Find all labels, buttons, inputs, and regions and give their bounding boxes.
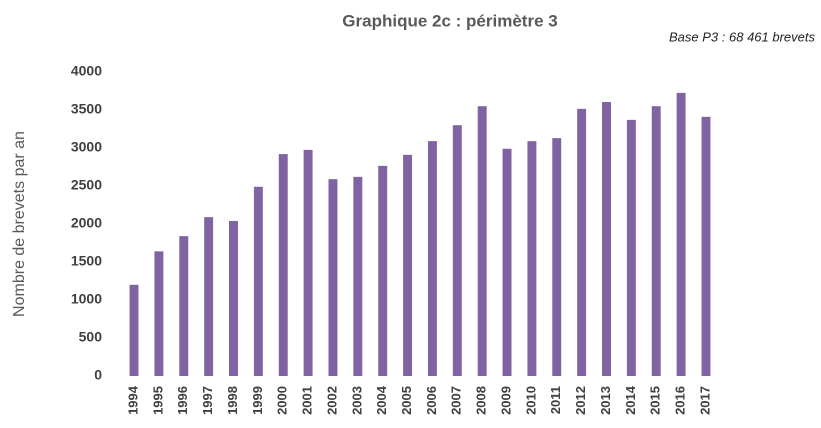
- y-axis-label: Nombre de brevets par an: [11, 131, 28, 317]
- bar: [452, 125, 462, 376]
- bar: [602, 102, 611, 377]
- y-tick-label: 1500: [71, 253, 102, 269]
- bar: [626, 119, 636, 376]
- annotation: Base P3 : 68 461 brevets: [669, 29, 815, 44]
- x-tick-label: 2014: [623, 385, 638, 415]
- x-tick-label: 2015: [648, 386, 663, 415]
- bar: [378, 165, 388, 376]
- bar: [353, 176, 363, 376]
- x-tick-label: 1998: [225, 386, 240, 415]
- bar: [278, 154, 288, 376]
- bar: [701, 116, 711, 376]
- bar: [253, 186, 263, 376]
- x-tick-label: 2007: [449, 386, 464, 415]
- y-tick-label: 2000: [71, 215, 102, 231]
- x-tick-label: 1994: [125, 385, 140, 415]
- bar: [477, 106, 487, 376]
- bar: [527, 141, 537, 376]
- y-tick-label: 500: [79, 329, 103, 345]
- y-tick-label: 1000: [71, 291, 102, 307]
- x-tick-label: 1995: [150, 386, 165, 415]
- bar: [427, 141, 437, 376]
- x-tick-label: 2004: [374, 385, 389, 415]
- x-tick-label: 2008: [474, 386, 489, 415]
- x-tick-label: 1999: [250, 386, 265, 415]
- bar: [577, 108, 587, 377]
- bar: [651, 106, 661, 376]
- bar: [502, 148, 512, 376]
- bar: [179, 236, 189, 376]
- x-tick-label: 2010: [523, 386, 538, 415]
- x-tick-label: 2013: [598, 386, 613, 415]
- bar: [328, 179, 338, 376]
- y-tick-label: 3500: [71, 101, 102, 117]
- y-tick-label: 4000: [71, 63, 102, 79]
- x-tick-label: 1996: [175, 386, 190, 415]
- x-tick-label: 2017: [697, 386, 712, 415]
- x-tick-label: 2011: [548, 386, 563, 414]
- chart-title: Graphique 2c : périmètre 3: [342, 11, 557, 30]
- bar: [303, 149, 313, 376]
- x-tick-label: 1997: [200, 386, 215, 415]
- x-tick-label: 2006: [424, 386, 439, 415]
- x-tick-label: 2000: [275, 386, 290, 415]
- bar: [403, 154, 413, 376]
- y-tick-label: 3000: [71, 139, 102, 155]
- x-tick-label: 2002: [324, 386, 339, 415]
- bar: [129, 284, 139, 376]
- y-tick-label: 2500: [71, 177, 102, 193]
- bar: [204, 217, 214, 376]
- x-tick-label: 2016: [673, 386, 688, 415]
- x-tick-label: 2001: [300, 386, 315, 415]
- bar: [552, 138, 562, 376]
- x-tick-label: 2012: [573, 386, 588, 415]
- bar: [229, 220, 238, 376]
- x-tick-label: 2009: [498, 386, 513, 415]
- bar: [154, 251, 164, 376]
- y-tick-label: 0: [94, 367, 102, 383]
- bar: [676, 92, 686, 377]
- x-tick-label: 2005: [399, 386, 414, 415]
- x-tick-label: 2003: [349, 386, 364, 415]
